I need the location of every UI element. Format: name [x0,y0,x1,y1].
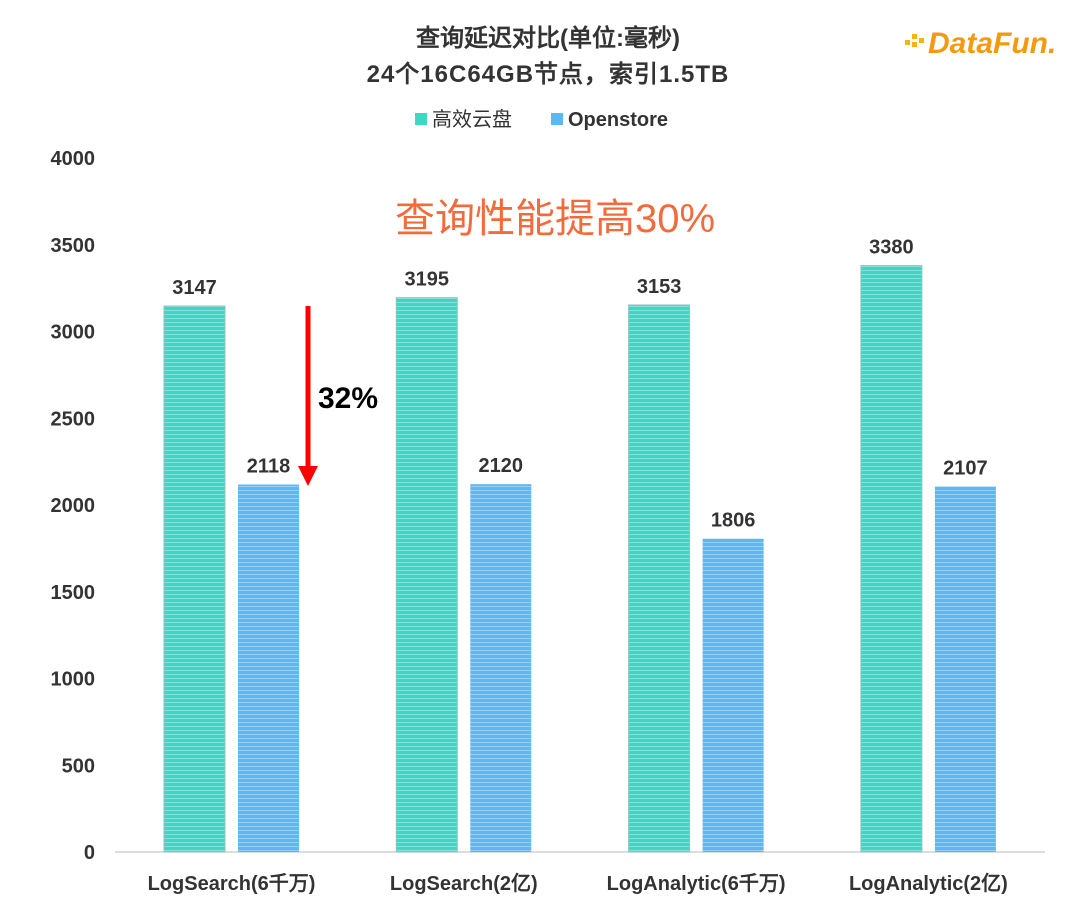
legend-label-1: Openstore [568,109,668,131]
bar-openstore [470,484,532,852]
svg-text:DataFun.: DataFun. [928,27,1056,60]
y-tick-label: 3500 [51,235,96,257]
y-tick-label: 0 [84,842,95,864]
y-tick-label: 500 [62,755,95,777]
data-label: 3153 [637,276,682,298]
data-label: 3195 [405,269,450,291]
legend: 高效云盘 Openstore [415,108,668,131]
bars: 3147 2118 3195 2120 3153 1806 3380 2107 [163,237,996,853]
bar-openstore [702,538,764,852]
x-tick-label: LogAnalytic(6千万) [607,872,786,895]
y-tick-label: 1500 [51,582,96,604]
y-tick-label: 3000 [51,322,96,344]
data-label: 2120 [479,455,524,477]
bar-cloud-disk [395,297,458,853]
data-label: 2118 [247,456,290,478]
bar-cloud-disk [163,305,226,853]
legend-label-0: 高效云盘 [432,108,512,131]
headline-annotation: 查询性能提高30% [395,197,715,241]
legend-swatch-0 [415,113,427,125]
bar-cloud-disk [628,304,691,853]
bar-openstore [238,484,299,852]
logo: DataFun. [905,27,1056,60]
reduction-arrow: 32% [298,306,378,486]
data-label: 1806 [711,510,756,532]
data-label: 3380 [869,237,914,259]
x-axis: LogSearch(6千万) LogSearch(2亿) LogAnalytic(6… [148,871,1008,895]
y-tick-label: 4000 [51,148,96,170]
data-label: 2107 [943,457,988,479]
legend-swatch-1 [551,113,563,125]
bar-cloud-disk [860,265,923,853]
bar-openstore [934,486,996,852]
chart-subtitle: 24个16C64GB节点，索引1.5TB [367,61,730,88]
chart-title: 查询延迟对比(单位:毫秒) [416,24,680,52]
x-tick-label: LogSearch(6千万) [148,872,316,895]
y-tick-label: 2500 [51,408,96,430]
data-label: 3147 [172,277,217,299]
y-axis: 0 500 1000 1500 2000 2500 3000 3500 4000 [51,148,96,864]
arrow-label: 32% [318,382,378,415]
x-tick-label: LogSearch(2亿) [390,871,538,895]
x-tick-label: LogAnalytic(2亿) [849,871,1008,895]
y-tick-label: 1000 [51,669,96,691]
y-tick-label: 2000 [51,495,96,517]
